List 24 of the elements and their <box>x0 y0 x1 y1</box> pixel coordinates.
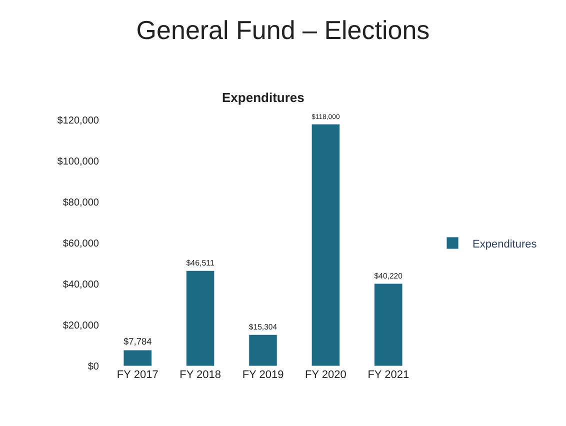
y-tick-label: $60,000 <box>62 238 100 250</box>
legend-label: Expenditures <box>472 238 538 250</box>
bar <box>374 283 403 366</box>
x-tick-label: FY 2018 <box>180 369 222 381</box>
data-label: $7,784 <box>124 336 152 347</box>
bar <box>248 334 278 366</box>
chart-title: General Fund – Elections <box>136 14 430 45</box>
chart-subtitle: Expenditures <box>222 90 304 105</box>
x-tick-label: FY 2017 <box>116 369 158 381</box>
y-tick-label: $0 <box>88 362 100 372</box>
data-label: $46,511 <box>186 258 215 268</box>
y-tick-label: $20,000 <box>62 320 100 332</box>
y-tick-label: $40,000 <box>62 280 100 290</box>
bar <box>311 124 340 366</box>
x-tick-label: FY 2021 <box>368 369 410 381</box>
bar <box>186 270 215 366</box>
x-tick-label: FY 2019 <box>242 369 284 381</box>
y-tick-label: $120,000 <box>57 116 100 126</box>
bar <box>123 350 152 366</box>
data-label: $15,304 <box>248 322 278 332</box>
x-tick-label: FY 2020 <box>304 369 346 381</box>
y-tick-label: $80,000 <box>62 198 100 208</box>
data-label: $40,220 <box>374 271 404 280</box>
y-tick-label: $100,000 <box>57 156 100 168</box>
